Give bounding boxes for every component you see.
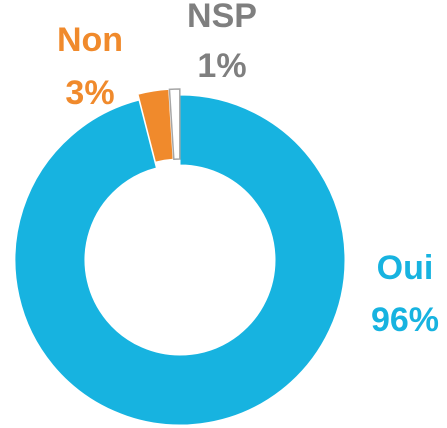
donut-slice [137, 88, 174, 163]
slice-category-label: Oui [377, 249, 434, 287]
slice-category-label: NSP [187, 0, 257, 35]
slice-value-label: 96% [371, 301, 439, 339]
donut-slice [14, 94, 346, 426]
slice-category-label: Non [57, 21, 123, 59]
donut-slice [168, 88, 181, 160]
slice-value-label: 1% [197, 47, 246, 85]
slice-value-label: 3% [65, 74, 114, 112]
